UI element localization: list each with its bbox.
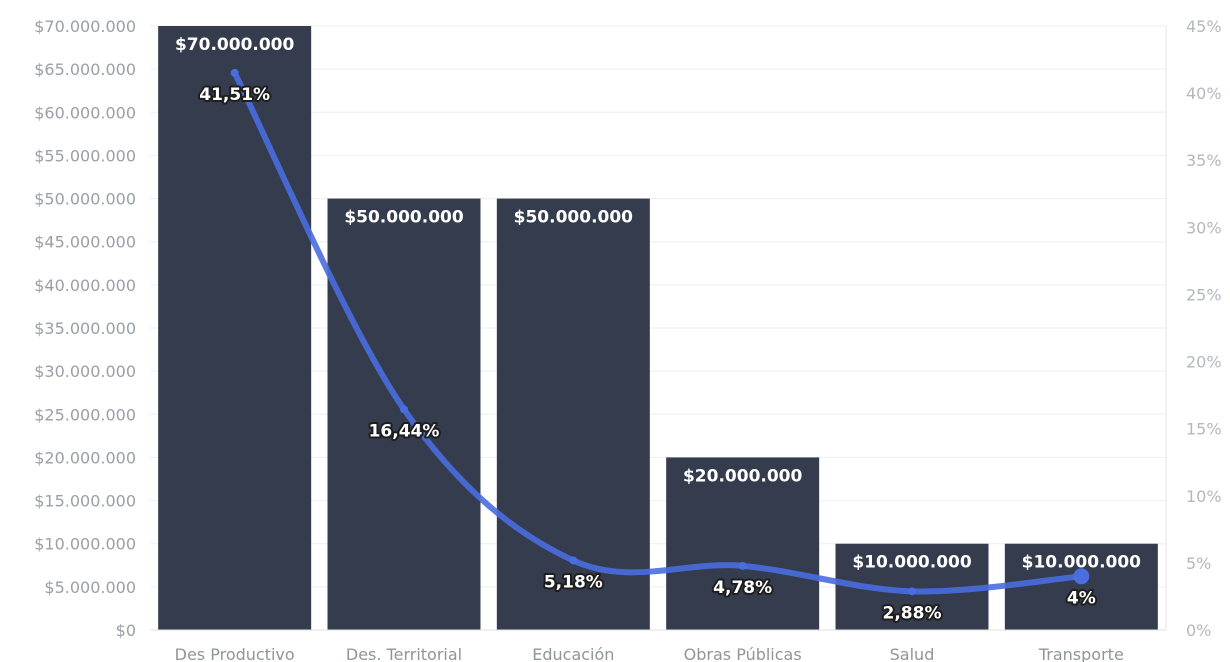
bar	[1004, 543, 1158, 630]
category-label: Transporte	[1038, 645, 1124, 662]
line-point	[400, 405, 408, 414]
right-tick-label: 5%	[1186, 554, 1211, 573]
left-tick-label: $35.000.000	[34, 319, 136, 338]
left-tick-label: $10.000.000	[34, 535, 136, 554]
line-point	[230, 68, 239, 77]
line-series	[230, 68, 1090, 596]
bar-value-label: $10.000.000	[1022, 553, 1142, 573]
left-tick-label: $55.000.000	[34, 146, 136, 165]
left-tick-label: $45.000.000	[34, 233, 136, 252]
right-tick-label: 40%	[1186, 84, 1222, 103]
left-tick-label: $40.000.000	[34, 276, 136, 295]
left-tick-label: $50.000.000	[34, 190, 136, 209]
category-label: Des. Territorial	[346, 645, 462, 662]
bar-value-label: $70.000.000	[175, 35, 295, 55]
x-axis: Des Productivo Des. Territorial Educación O…	[150, 629, 1166, 662]
left-tick-label: $70.000.000	[34, 17, 136, 36]
line-point	[569, 556, 578, 565]
bar-value-label: $50.000.000	[514, 208, 634, 228]
percentage-label: 16,44%	[369, 421, 440, 441]
bar-value-label: $20.000.000	[683, 466, 803, 486]
percentage-label: 4%	[1067, 588, 1096, 608]
category-label: Des Productivo	[175, 645, 295, 662]
right-tick-label: 0%	[1186, 621, 1211, 640]
line-point	[908, 587, 916, 596]
right-tick-label: 10%	[1186, 487, 1222, 506]
right-tick-label: 25%	[1186, 285, 1222, 304]
bar-value-label: $50.000.000	[344, 208, 464, 228]
percentage-label: 2,88%	[883, 603, 942, 623]
percentage-label: 5,18%	[544, 572, 603, 592]
percentage-line	[231, 69, 1085, 595]
left-tick-label: $65.000.000	[34, 60, 136, 79]
gridlines	[150, 25, 1166, 631]
category-label: Obras Públicas	[684, 645, 802, 662]
bar-value-label: $10.000.000	[852, 553, 972, 573]
line-point	[1073, 568, 1090, 585]
category-label: Salud	[890, 645, 935, 662]
bar	[496, 198, 650, 631]
line-point	[738, 561, 747, 570]
percentage-label: 41,51%	[199, 85, 270, 105]
left-tick-label: $20.000.000	[34, 448, 136, 467]
right-tick-label: 45%	[1186, 17, 1222, 36]
right-y-axis: 0% 5% 10% 15% 20% 25% 30% 35% 40% 45%	[1165, 17, 1222, 640]
bar-series	[158, 26, 1158, 631]
right-tick-label: 30%	[1186, 218, 1222, 237]
left-tick-label: $15.000.000	[34, 492, 136, 511]
right-tick-label: 20%	[1186, 353, 1222, 372]
left-tick-label: $25.000.000	[34, 405, 136, 424]
percentage-label: 4,78%	[713, 578, 772, 598]
bar	[666, 457, 820, 630]
left-tick-label: $30.000.000	[34, 362, 136, 381]
right-tick-label: 15%	[1186, 420, 1222, 439]
category-label: Educación	[532, 645, 614, 662]
left-tick-label: $5.000.000	[44, 578, 136, 597]
bar	[158, 26, 312, 630]
left-tick-label: $0	[116, 621, 136, 640]
left-tick-label: $60.000.000	[34, 103, 136, 122]
right-tick-label: 35%	[1186, 151, 1222, 170]
data-labels: $70.000.000 $50.000.000 $50.000.000 $20.000…	[175, 35, 1142, 625]
left-y-axis: $0 $5.000.000 $10.000.000 $15.000.000 $20.00…	[34, 17, 136, 640]
